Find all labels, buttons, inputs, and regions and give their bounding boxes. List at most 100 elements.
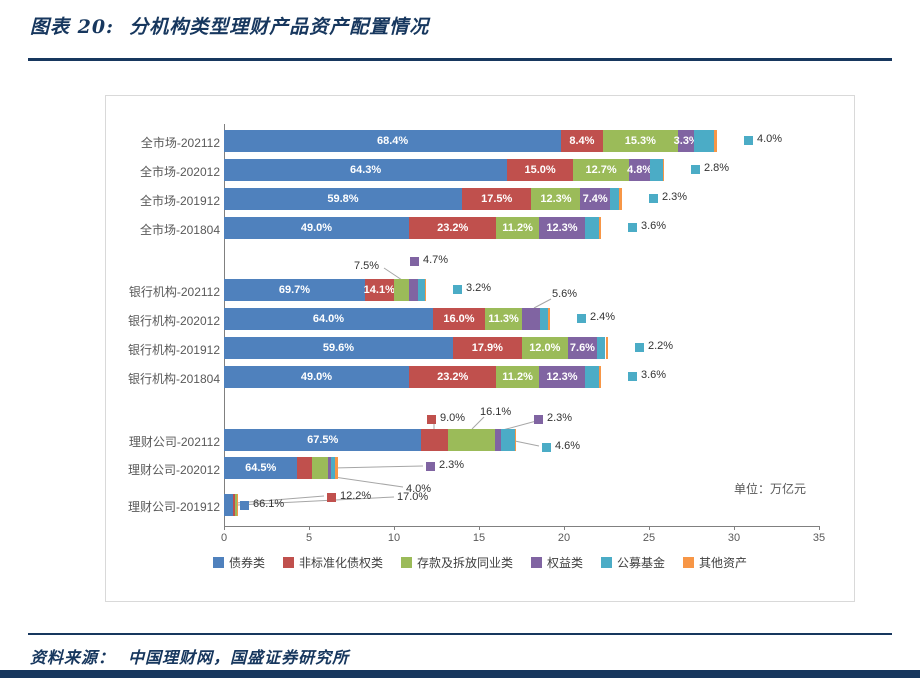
category-label: 理财公司-201912: [127, 500, 220, 514]
axis-tick: [479, 526, 480, 530]
category-label: 全市场-202012: [139, 165, 220, 179]
leader-line: [333, 476, 404, 488]
legend-label: 其他资产: [699, 556, 748, 570]
bar-segment: 14.1%: [363, 279, 395, 301]
unit-note: 单位：万亿元: [733, 482, 806, 496]
bar-segment-label: 7.4%: [582, 193, 608, 205]
callout-label: 3.6%: [641, 220, 667, 232]
bar-segment: [714, 130, 717, 152]
axis-tick-label: 25: [642, 532, 656, 544]
bar-segment: 12.0%: [521, 337, 568, 359]
axis-tick-label: 0: [220, 532, 228, 544]
axis-tick: [819, 526, 820, 530]
callout-label: 12.2%: [340, 490, 372, 502]
legend-item: 债券类: [212, 554, 265, 571]
bar-segment: [234, 494, 237, 516]
category-label: 银行机构-202112: [128, 285, 220, 299]
bar-segment: 4.8%: [627, 159, 652, 181]
page-title: 图表 20: 分机构类型理财产品资产配置情况: [30, 16, 430, 38]
legend-label: 债券类: [228, 556, 265, 570]
bar-segment: 49.0%: [224, 366, 409, 388]
bar-segment: 15.0%: [507, 159, 574, 181]
callout-marker: [410, 257, 419, 266]
bar-segment-label: 64.3%: [349, 164, 382, 176]
bar-segment: 12.3%: [531, 188, 581, 210]
legend-swatch: [683, 557, 695, 568]
bar-segment-label: 14.1%: [363, 284, 395, 296]
bar-segment: 49.0%: [224, 217, 409, 239]
bar-segment-label: 7.6%: [569, 342, 595, 354]
bar-segment: 11.2%: [496, 217, 539, 239]
bar-segment: 8.4%: [561, 130, 603, 152]
bar-segment-label: 16.0%: [443, 313, 475, 325]
axis-tick: [734, 526, 735, 530]
legend-label: 非标准化债权类: [298, 556, 383, 570]
leader-line: [533, 298, 552, 309]
callout-marker: [744, 136, 753, 145]
axis-tick: [224, 526, 225, 530]
bar-segment-label: 64.5%: [245, 462, 277, 474]
callout-label: 7.5%: [354, 260, 380, 272]
x-axis-line: [224, 526, 820, 527]
bar-segment-label: 49.0%: [300, 371, 333, 383]
bar-segment: [424, 279, 427, 301]
legend-label: 权益类: [547, 556, 584, 570]
bar-segment: [662, 159, 665, 181]
bar-segment: 64.5%: [224, 457, 298, 479]
bar-segment: [330, 457, 336, 479]
bar-segment: [297, 457, 313, 479]
title-rule: [28, 58, 892, 61]
callout-marker: [453, 285, 462, 294]
bar-segment: 17.5%: [461, 188, 532, 210]
bar-segment: 64.3%: [224, 159, 508, 181]
bar-segment: 16.0%: [432, 308, 486, 330]
callout-label: 9.0%: [440, 412, 466, 424]
callout-marker: [542, 443, 551, 452]
bottom-bar: [0, 670, 920, 678]
callout-marker: [240, 501, 249, 510]
bar-segment: [232, 494, 235, 516]
callout-marker: [426, 462, 435, 471]
bar-segment-label: 3.3%: [673, 135, 699, 147]
legend-item: 权益类: [531, 554, 583, 571]
bar-segment-label: 11.3%: [488, 313, 519, 325]
callout-marker: [534, 415, 543, 424]
callout-label: 4.6%: [555, 440, 581, 452]
bar-segment-label: 69.7%: [278, 284, 311, 296]
bar-segment-label: 23.2%: [437, 371, 469, 383]
category-label: 银行机构-202012: [127, 314, 220, 328]
bar-segment-label: 12.3%: [546, 371, 578, 383]
callout-label: 16.1%: [480, 406, 512, 418]
callout-label: 66.1%: [253, 498, 285, 510]
axis-tick-label: 15: [472, 532, 486, 544]
legend-item: 其他资产: [683, 554, 747, 571]
axis-tick: [309, 526, 310, 530]
category-label: 理财公司-202012: [127, 463, 220, 477]
source-text: 资料来源： 中国理财网，国盛证券研究所: [30, 648, 350, 667]
bar-segment: 23.2%: [408, 217, 497, 239]
bar-segment: 64.0%: [224, 308, 433, 330]
bar-segment: 59.8%: [224, 188, 462, 210]
bar-segment: 59.6%: [224, 337, 453, 359]
callout-label: 2.4%: [590, 311, 616, 323]
axis-tick: [394, 526, 395, 530]
axis-tick-label: 30: [727, 532, 741, 544]
legend-label: 公募基金: [617, 556, 666, 570]
category-label: 银行机构-201912: [127, 343, 220, 357]
bar-segment: [335, 457, 338, 479]
bar-segment-label: 17.9%: [471, 342, 503, 354]
bar-segment: [598, 366, 602, 388]
bar-segment: 12.7%: [573, 159, 630, 181]
callout-label: 3.6%: [641, 369, 667, 381]
category-label: 全市场-202112: [140, 136, 220, 150]
bar-segment-label: 68.4%: [377, 135, 409, 147]
bar-segment: [408, 279, 419, 301]
bar-segment-label: 67.5%: [307, 434, 339, 446]
bar-segment: 67.5%: [224, 429, 422, 451]
callout-label: 17.0%: [397, 491, 429, 503]
bar-segment: [694, 130, 715, 152]
bar-segment: [585, 366, 599, 388]
source-rule: [28, 633, 892, 635]
bar-segment: [605, 337, 609, 359]
bar-segment: 23.2%: [408, 366, 497, 388]
